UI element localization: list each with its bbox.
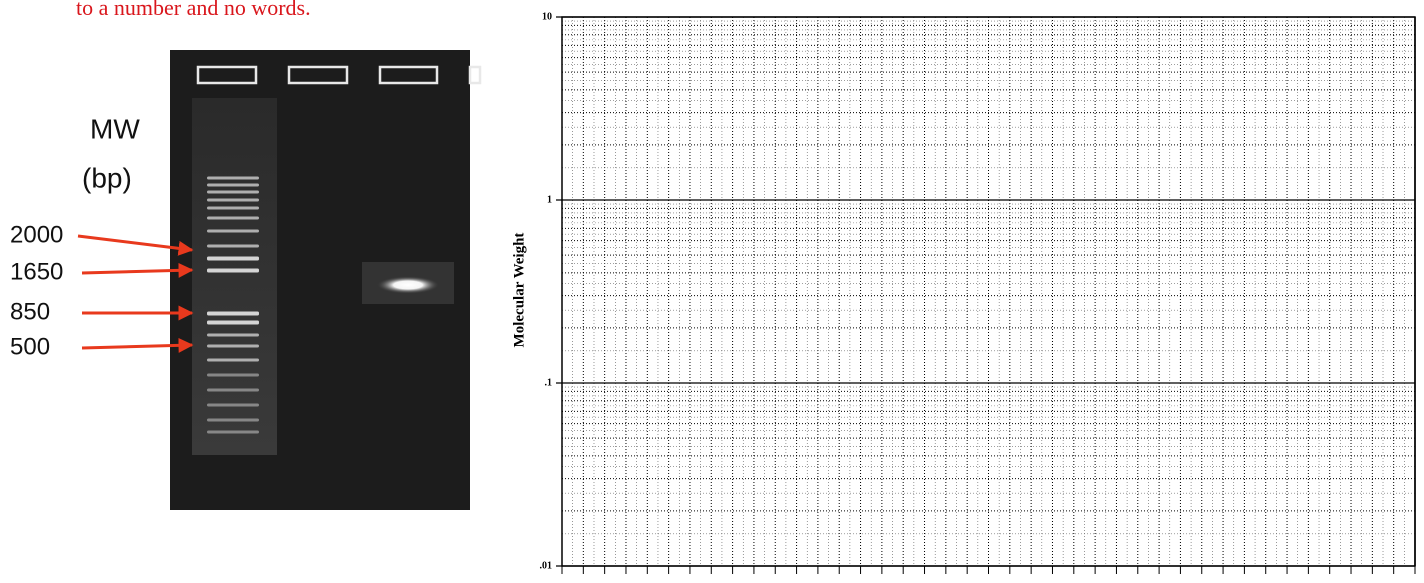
graph-paper: .01 .1 1 10 Molecular Weight [511, 11, 1415, 574]
marker-labels: 2000 1650 850 500 [10, 221, 192, 360]
ladder-band [207, 199, 259, 202]
ladder-band [207, 269, 259, 273]
y-tick-label: 10 [542, 11, 552, 22]
ladder-band [207, 359, 259, 362]
unit-label: (bp) [82, 162, 132, 193]
ladder-band [207, 345, 259, 348]
marker-label: 500 [10, 333, 50, 360]
ladder-band [207, 257, 259, 261]
ladder-band [207, 230, 259, 233]
marker-label: 850 [10, 298, 50, 325]
ladder-band [207, 321, 259, 325]
ladder-band [207, 312, 259, 316]
y-axis-label: Molecular Weight [511, 233, 527, 348]
ladder-band [207, 431, 259, 434]
plot-frame [562, 17, 1415, 566]
ladder-band [207, 177, 259, 180]
marker-label: 2000 [10, 221, 63, 248]
ladder-lane [192, 98, 277, 455]
y-tick-label: 1 [547, 194, 552, 205]
y-tick-label: .01 [540, 560, 553, 571]
sample-band [376, 276, 440, 294]
page: {"header": {"instruction": "to a number … [0, 0, 1424, 578]
gel-image [170, 50, 480, 510]
ladder-band [207, 404, 259, 407]
worksheet: to a number and no words. MW (bp) 2000 16… [0, 0, 1424, 578]
ladder-band [207, 217, 259, 220]
ladder-band [207, 245, 259, 248]
ladder-band [207, 374, 259, 377]
ladder-band [207, 389, 259, 392]
well [470, 67, 480, 83]
marker-label: 1650 [10, 258, 63, 285]
ladder-band [207, 191, 259, 194]
y-tick-label: .1 [545, 377, 553, 388]
instruction-text: to a number and no words. [76, 0, 311, 20]
mw-label: MW [90, 113, 140, 144]
ladder-band [207, 419, 259, 422]
ladder-band [207, 207, 259, 210]
ladder-band [207, 184, 259, 187]
ladder-band [207, 334, 259, 337]
